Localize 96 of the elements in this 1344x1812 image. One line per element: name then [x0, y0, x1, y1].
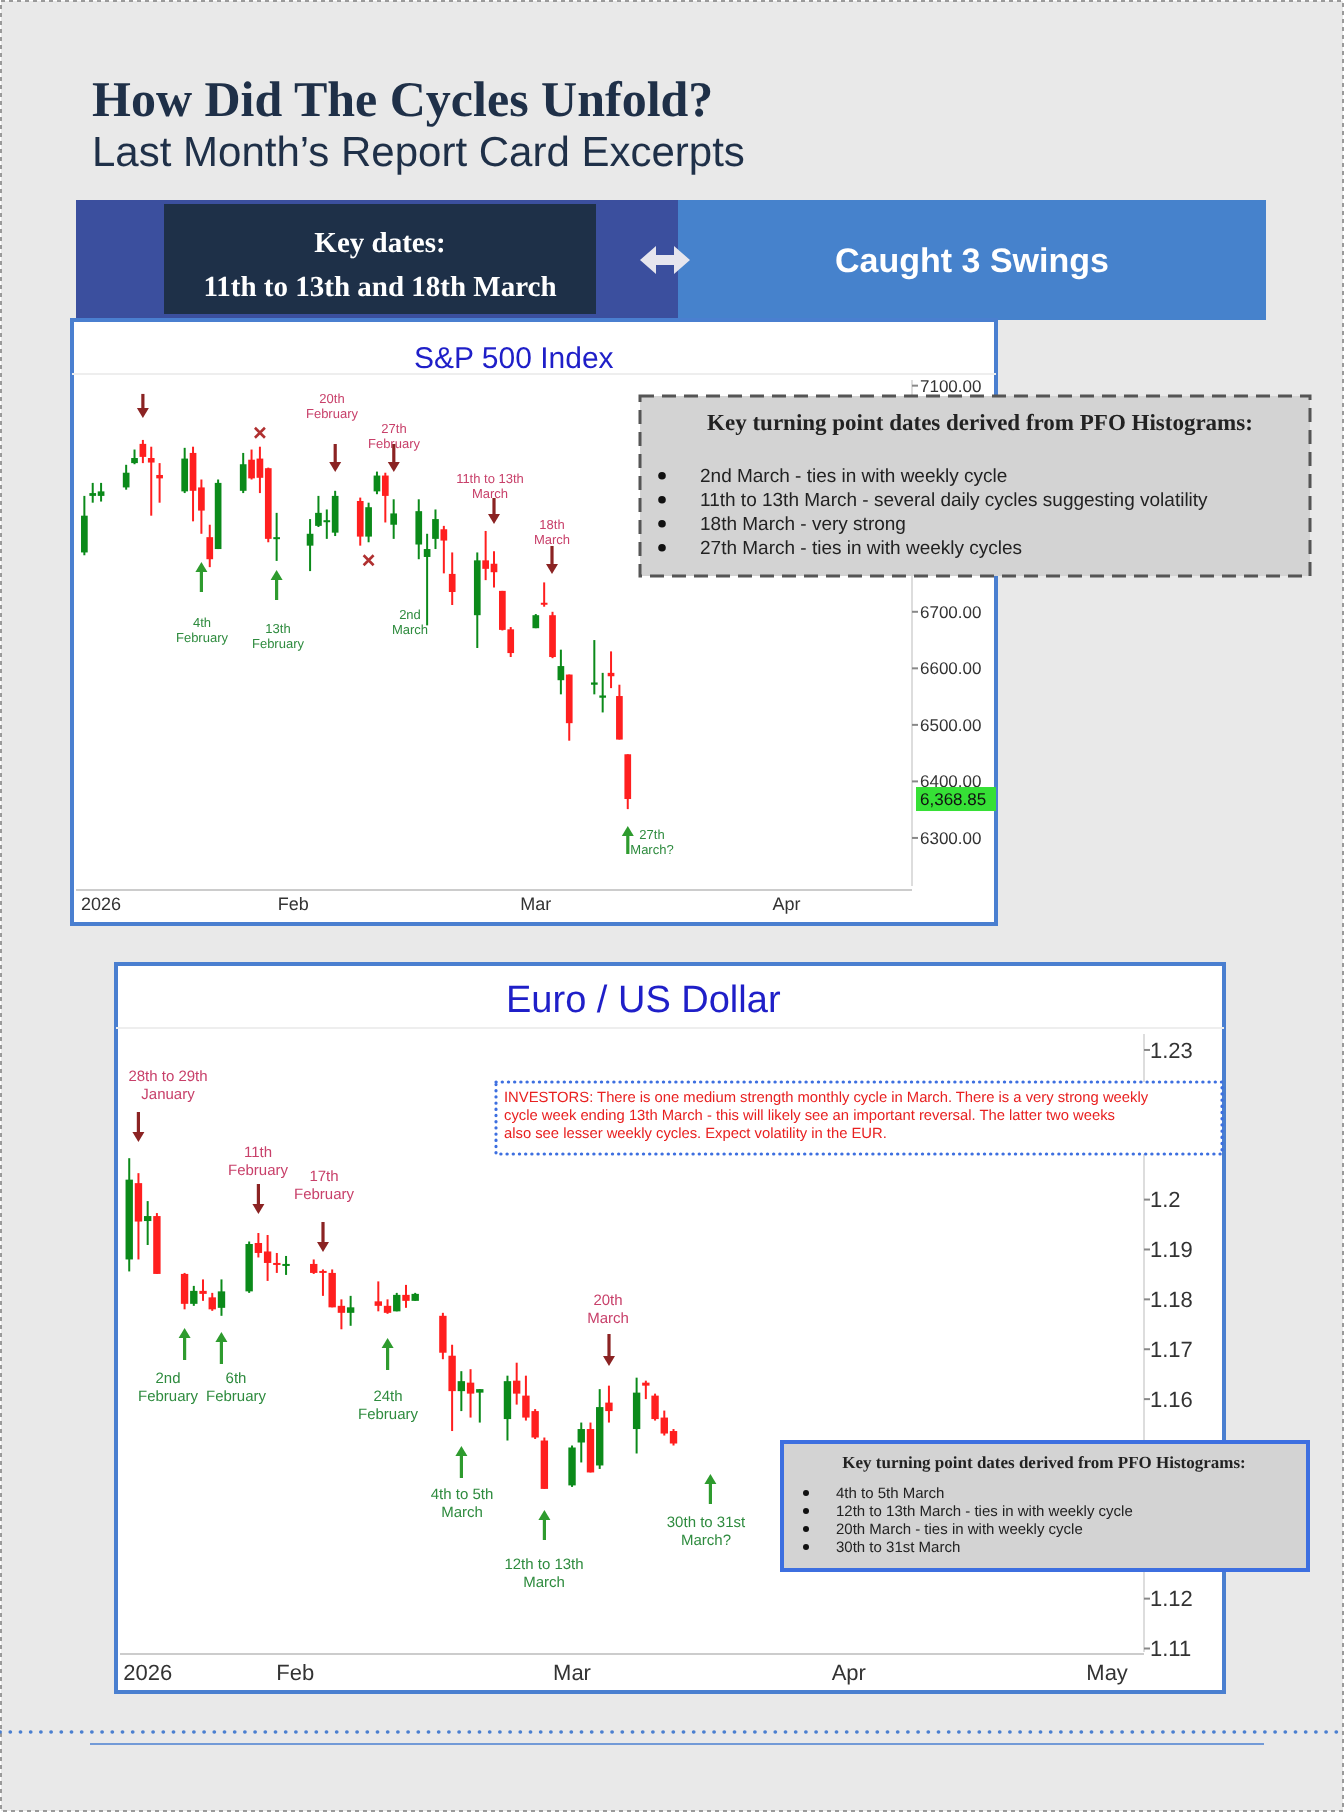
candlestick — [605, 1384, 613, 1424]
y-tick-label: 7100.00 — [920, 375, 982, 396]
candlestick — [568, 1444, 576, 1488]
candlestick — [549, 610, 556, 660]
candlestick — [143, 1200, 152, 1246]
x-tick-label: Apr — [772, 894, 801, 915]
x-tick-label: May — [1086, 1661, 1129, 1686]
candlestick — [642, 1379, 650, 1401]
annotation: 27th March - ties in with weekly cycles — [700, 538, 1023, 560]
chart-title: S&P 500 Index — [414, 342, 615, 376]
text: Key turning point dates derived from PFO Histograms: — [707, 412, 1253, 436]
candlestick — [282, 1254, 290, 1276]
candlestick — [632, 1376, 641, 1455]
annotation: 2nd March - ties in with weekly cycle — [700, 466, 1008, 488]
x-tick-label: 2026 — [81, 894, 122, 915]
candlestick — [273, 511, 280, 562]
candlestick — [415, 498, 423, 561]
candlestick — [273, 1251, 281, 1274]
candlestick — [239, 451, 247, 495]
candlestick — [365, 501, 372, 544]
annotation: 11th to 13th March - several daily cycles suggesting volatility — [700, 490, 1209, 512]
y-tick-label: 1.12 — [1150, 1588, 1193, 1613]
text: 11th to 13th and 18th March — [203, 272, 557, 304]
text: Last Month’s Report Card Excerpts — [92, 130, 745, 176]
candlestick — [306, 518, 314, 573]
text: Caught 3 Swings — [835, 242, 1109, 280]
candlestick — [586, 1421, 595, 1474]
candlestick — [540, 581, 548, 608]
y-tick-label: 1.2 — [1150, 1189, 1181, 1214]
candlestick — [512, 1361, 521, 1406]
y-tick-label: 1.17 — [1150, 1338, 1193, 1363]
candlestick — [590, 639, 598, 696]
y-tick-label: 6500.00 — [920, 714, 982, 735]
text: Key dates: — [314, 228, 446, 260]
annotation: 18th March - very strong — [700, 514, 906, 536]
x-tick-label: Mar — [520, 894, 552, 915]
candlestick — [217, 1278, 226, 1317]
y-tick-label: 1.18 — [1150, 1289, 1193, 1314]
candlestick — [440, 524, 448, 575]
candlestick — [390, 498, 398, 540]
candlestick — [402, 1283, 410, 1309]
y-tick-label: 1.19 — [1150, 1239, 1193, 1264]
candlestick — [423, 532, 431, 627]
candlestick — [248, 448, 255, 481]
candlestick — [448, 1343, 456, 1433]
candlestick — [134, 1172, 143, 1261]
y-tick-label: 1.11 — [1150, 1638, 1192, 1663]
candlestick — [254, 1232, 263, 1259]
candlestick — [439, 1311, 447, 1361]
candlestick — [503, 1374, 512, 1442]
candlestick — [89, 481, 97, 504]
text: How Did The Cycles Unfold? — [92, 74, 714, 128]
candlestick — [139, 438, 147, 465]
text: Key turning point dates derived from PFO Histograms: — [842, 1452, 1247, 1472]
candlestick — [199, 1278, 207, 1302]
candlestick — [97, 481, 105, 503]
y-tick-label: 6400.00 — [920, 771, 982, 792]
candlestick — [457, 1370, 466, 1413]
y-tick-label: 6600.00 — [920, 658, 982, 679]
candlestick — [466, 1368, 475, 1419]
candlestick — [190, 1284, 198, 1307]
y-tick-label: 1.16 — [1150, 1388, 1193, 1413]
candlestick — [482, 529, 489, 582]
candlestick — [624, 753, 632, 811]
candlestick — [156, 462, 163, 504]
candlestick — [263, 1234, 272, 1282]
candlestick — [206, 523, 214, 569]
candlestick — [616, 683, 623, 741]
candlestick — [180, 1271, 189, 1311]
x-tick-label: Feb — [277, 894, 309, 915]
y-tick-label: 6300.00 — [920, 827, 982, 848]
candlestick — [577, 1421, 585, 1464]
x-tick-label: 2026 — [123, 1661, 173, 1686]
candlestick — [346, 1294, 355, 1327]
y-tick-label: 6700.00 — [920, 601, 982, 622]
y-tick-label: 1.23 — [1150, 1039, 1193, 1064]
x-tick-label: Feb — [276, 1661, 315, 1686]
candlestick — [599, 671, 607, 714]
candlestick — [331, 489, 339, 538]
candlestick — [181, 446, 189, 495]
candlestick — [448, 551, 456, 607]
chart-title: Euro / US Dollar — [506, 980, 782, 1022]
x-tick-label: Mar — [553, 1661, 592, 1686]
candlestick — [81, 494, 88, 557]
candlestick — [189, 445, 197, 523]
candlestick — [245, 1240, 253, 1294]
candlestick — [147, 445, 155, 517]
candlestick — [356, 496, 364, 547]
candlestick — [315, 494, 322, 528]
candlestick — [476, 1388, 484, 1424]
candlestick — [374, 1280, 382, 1313]
candlestick — [381, 471, 389, 524]
text: 6,368.85 — [920, 788, 987, 809]
candlestick — [432, 508, 439, 551]
candlestick — [122, 463, 130, 491]
x-tick-label: Apr — [831, 1661, 867, 1686]
